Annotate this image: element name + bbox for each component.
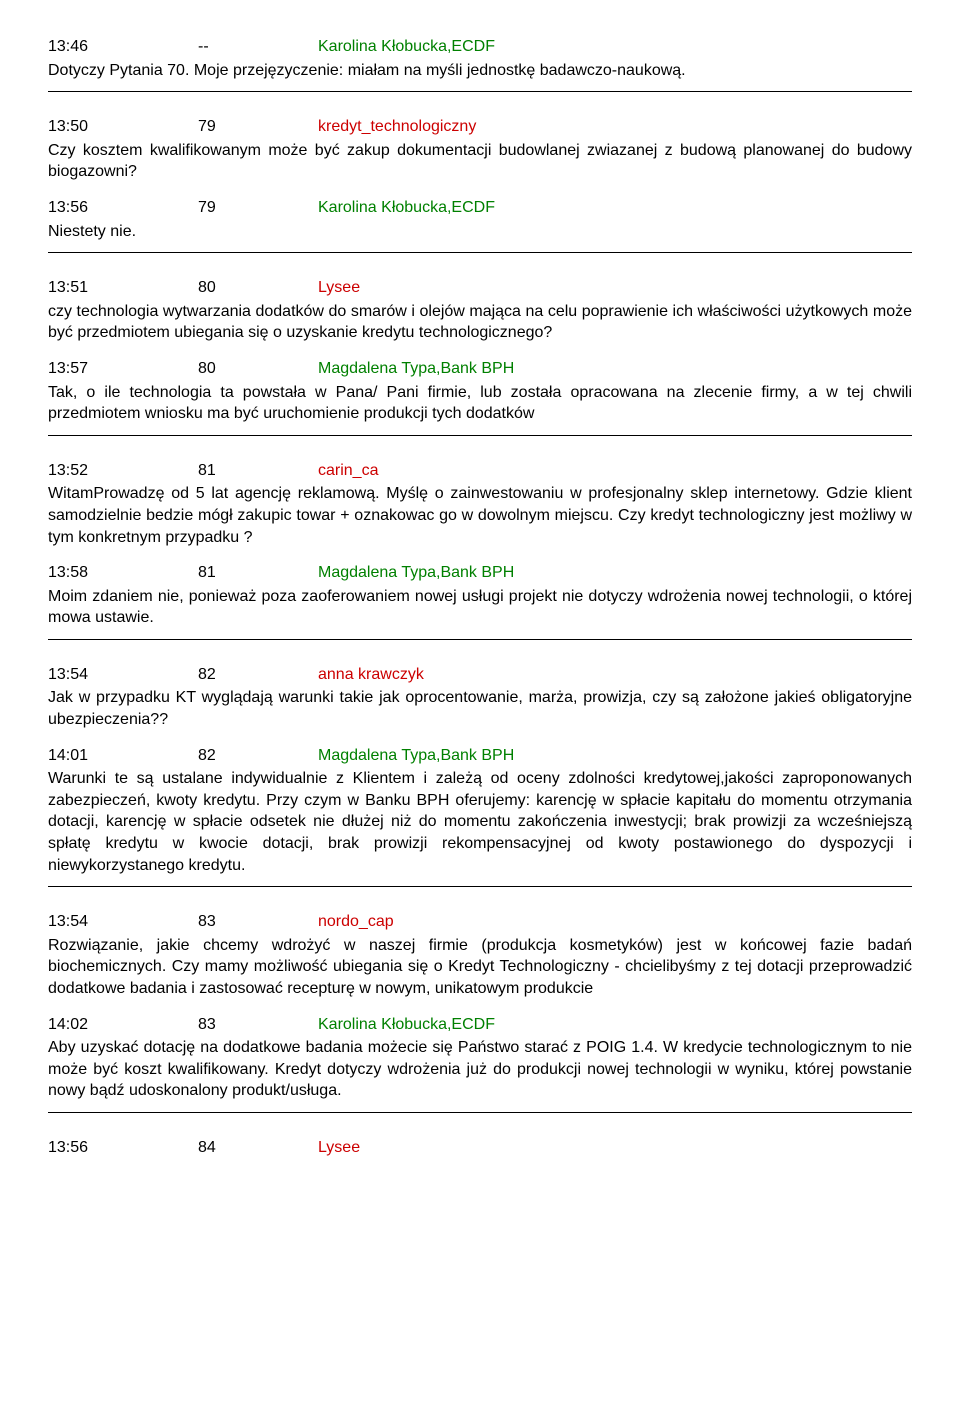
- qa-block: 13:5281carin_caWitamProwadzę od 5 lat ag…: [48, 460, 912, 629]
- qa-block: 13:5180Lyseeczy technologia wytwarzania …: [48, 277, 912, 425]
- entry-number: 80: [198, 358, 318, 380]
- entry-number: 84: [198, 1137, 318, 1159]
- entry-time: 13:58: [48, 562, 198, 584]
- entry-author: kredyt_technologiczny: [318, 116, 912, 138]
- separator: [48, 639, 912, 640]
- entry-author: Lysee: [318, 1137, 912, 1159]
- entry-body: czy technologia wytwarzania dodatków do …: [48, 301, 912, 344]
- entry-body: Aby uzyskać dotację na dodatkowe badania…: [48, 1037, 912, 1102]
- separator: [48, 1112, 912, 1113]
- entry-time: 13:50: [48, 116, 198, 138]
- entry: 13:5684Lysee: [48, 1137, 912, 1159]
- entry-author: anna krawczyk: [318, 664, 912, 686]
- entry: 13:5679Karolina Kłobucka,ECDFNiestety ni…: [48, 197, 912, 242]
- entry-time: 13:54: [48, 664, 198, 686]
- qa-block: 13:5483nordo_capRozwiązanie, jakie chcem…: [48, 911, 912, 1102]
- entry-header: 14:0283Karolina Kłobucka,ECDF: [48, 1014, 912, 1036]
- entry-header: 13:46--Karolina Kłobucka,ECDF: [48, 36, 912, 58]
- entry-body: Jak w przypadku KT wyglądają warunki tak…: [48, 687, 912, 730]
- separator: [48, 435, 912, 436]
- entry-time: 13:57: [48, 358, 198, 380]
- qa-block: 13:5482anna krawczykJak w przypadku KT w…: [48, 664, 912, 876]
- separator: [48, 886, 912, 887]
- separator: [48, 252, 912, 253]
- entry-author: Karolina Kłobucka,ECDF: [318, 36, 912, 58]
- entry: 13:5180Lyseeczy technologia wytwarzania …: [48, 277, 912, 344]
- entry: 13:5079kredyt_technologicznyCzy kosztem …: [48, 116, 912, 183]
- entry-number: 81: [198, 460, 318, 482]
- entry-author: Karolina Kłobucka,ECDF: [318, 197, 912, 219]
- entry-time: 13:46: [48, 36, 198, 58]
- entry: 13:5482anna krawczykJak w przypadku KT w…: [48, 664, 912, 731]
- entry-number: --: [198, 36, 318, 58]
- entry-number: 80: [198, 277, 318, 299]
- entry-number: 82: [198, 664, 318, 686]
- entry-number: 79: [198, 197, 318, 219]
- entry-number: 79: [198, 116, 318, 138]
- entry-body: Dotyczy Pytania 70. Moje przejęzyczenie:…: [48, 60, 912, 82]
- entry-author: Lysee: [318, 277, 912, 299]
- entry-time: 13:56: [48, 1137, 198, 1159]
- entry-time: 13:51: [48, 277, 198, 299]
- entry-header: 13:5482anna krawczyk: [48, 664, 912, 686]
- entry: 13:5483nordo_capRozwiązanie, jakie chcem…: [48, 911, 912, 999]
- entry-number: 83: [198, 1014, 318, 1036]
- entry-header: 14:0182Magdalena Typa,Bank BPH: [48, 745, 912, 767]
- entry-author: nordo_cap: [318, 911, 912, 933]
- qa-block: 13:5079kredyt_technologicznyCzy kosztem …: [48, 116, 912, 242]
- entry-body: Warunki te są ustalane indywidualnie z K…: [48, 768, 912, 876]
- entry: 14:0182Magdalena Typa,Bank BPHWarunki te…: [48, 745, 912, 877]
- entry-header: 13:5684Lysee: [48, 1137, 912, 1159]
- entry-number: 82: [198, 745, 318, 767]
- entry-author: Magdalena Typa,Bank BPH: [318, 745, 912, 767]
- entry-header: 13:5281carin_ca: [48, 460, 912, 482]
- separator: [48, 91, 912, 92]
- entry-time: 14:01: [48, 745, 198, 767]
- entry-header: 13:5079kredyt_technologiczny: [48, 116, 912, 138]
- entry-body: WitamProwadzę od 5 lat agencję reklamową…: [48, 483, 912, 548]
- entry-time: 13:52: [48, 460, 198, 482]
- entry-body: Niestety nie.: [48, 221, 912, 243]
- entry: 13:46--Karolina Kłobucka,ECDFDotyczy Pyt…: [48, 36, 912, 81]
- entry: 13:5881Magdalena Typa,Bank BPHMoim zdani…: [48, 562, 912, 629]
- entry: 14:0283Karolina Kłobucka,ECDFAby uzyskać…: [48, 1014, 912, 1102]
- entry-header: 13:5483nordo_cap: [48, 911, 912, 933]
- entry-body: Czy kosztem kwalifikowanym może być zaku…: [48, 140, 912, 183]
- entry-time: 14:02: [48, 1014, 198, 1036]
- entry: 13:5281carin_caWitamProwadzę od 5 lat ag…: [48, 460, 912, 548]
- qa-block: 13:46--Karolina Kłobucka,ECDFDotyczy Pyt…: [48, 36, 912, 81]
- entry-author: carin_ca: [318, 460, 912, 482]
- entry-body: Rozwiązanie, jakie chcemy wdrożyć w nasz…: [48, 935, 912, 1000]
- transcript-document: 13:46--Karolina Kłobucka,ECDFDotyczy Pyt…: [48, 36, 912, 1159]
- entry-body: Tak, o ile technologia ta powstała w Pan…: [48, 382, 912, 425]
- entry-number: 83: [198, 911, 318, 933]
- entry-header: 13:5780Magdalena Typa,Bank BPH: [48, 358, 912, 380]
- entry-author: Karolina Kłobucka,ECDF: [318, 1014, 912, 1036]
- entry-number: 81: [198, 562, 318, 584]
- entry-header: 13:5881Magdalena Typa,Bank BPH: [48, 562, 912, 584]
- entry-body: Moim zdaniem nie, ponieważ poza zaoferow…: [48, 586, 912, 629]
- entry-time: 13:54: [48, 911, 198, 933]
- entry-header: 13:5679Karolina Kłobucka,ECDF: [48, 197, 912, 219]
- entry: 13:5780Magdalena Typa,Bank BPHTak, o ile…: [48, 358, 912, 425]
- entry-time: 13:56: [48, 197, 198, 219]
- qa-block: 13:5684Lysee: [48, 1137, 912, 1159]
- entry-header: 13:5180Lysee: [48, 277, 912, 299]
- entry-author: Magdalena Typa,Bank BPH: [318, 562, 912, 584]
- entry-author: Magdalena Typa,Bank BPH: [318, 358, 912, 380]
